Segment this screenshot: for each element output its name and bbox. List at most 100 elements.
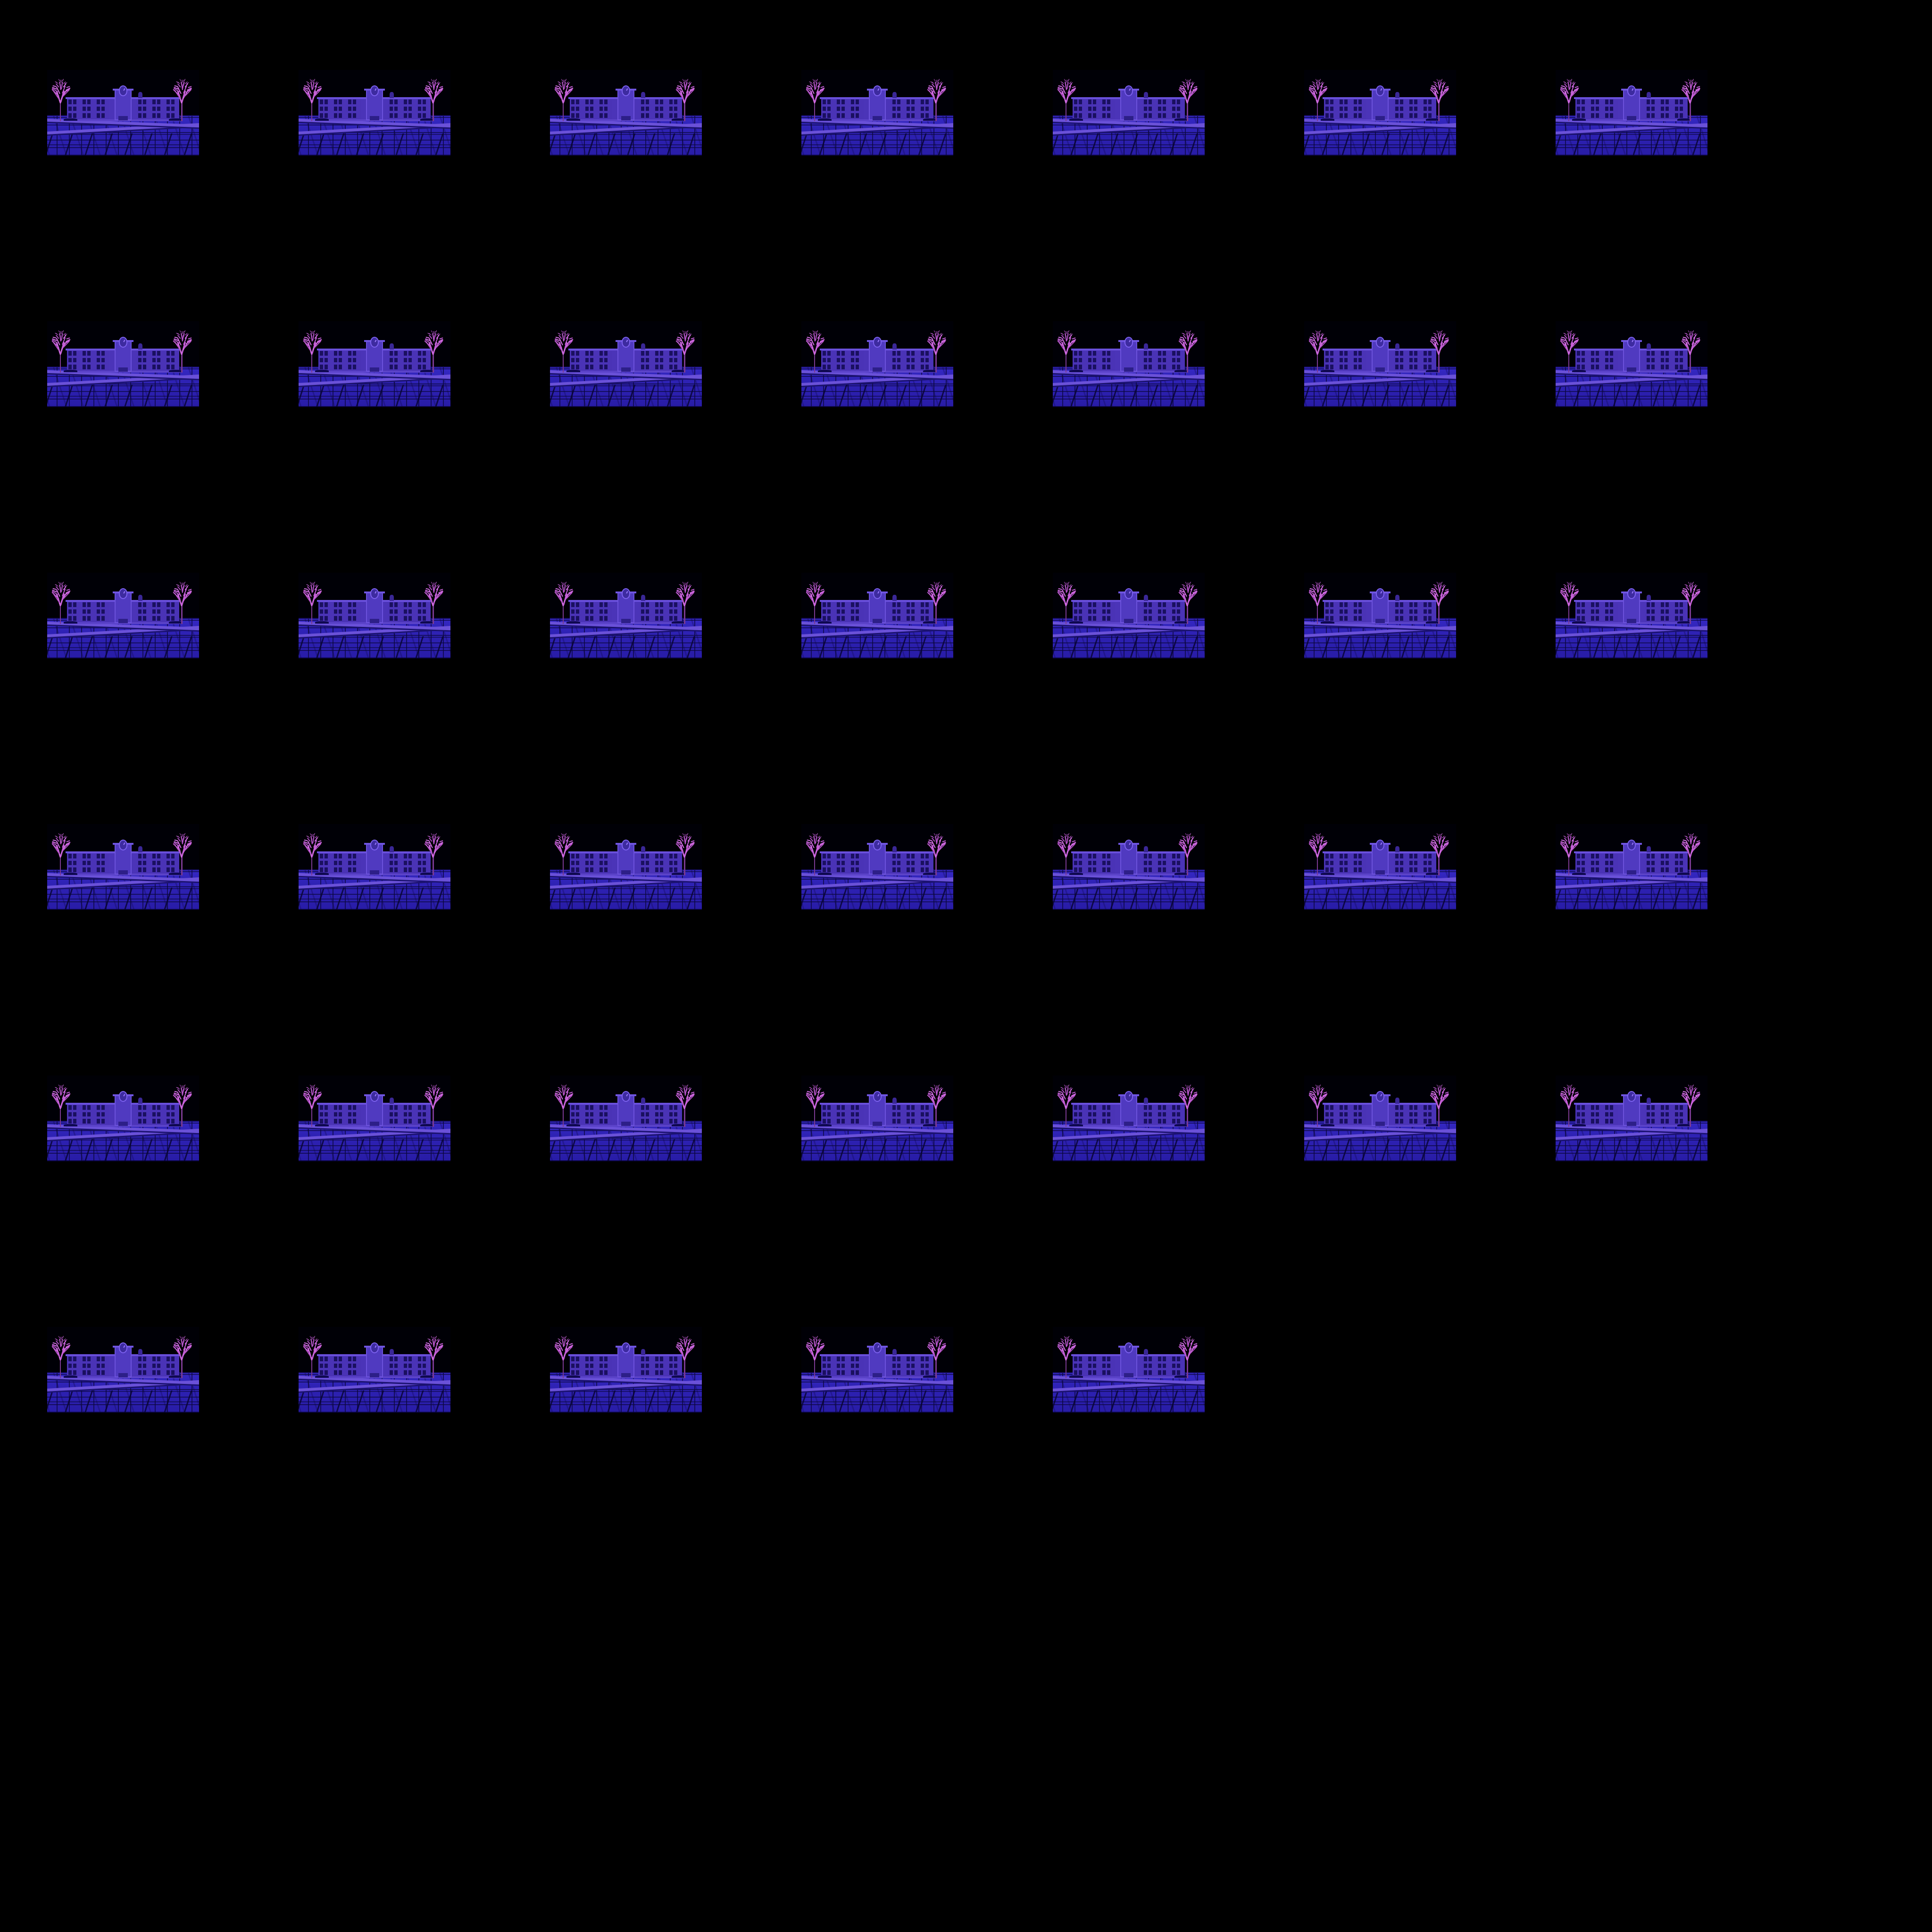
window-row-right-upper xyxy=(1144,100,1183,104)
scene-thumbnail[interactable]: frame-29 xyxy=(47,1075,199,1161)
hedge-row-right xyxy=(671,1124,685,1127)
window-row-right-lower xyxy=(1144,1370,1183,1375)
scene-thumbnail[interactable]: frame-17 xyxy=(550,573,702,658)
hedge-row-right xyxy=(420,1124,434,1127)
tree-trunk xyxy=(311,1357,313,1379)
tree-branch xyxy=(555,85,559,87)
window-row-left-upper xyxy=(1074,854,1114,858)
tree-branch xyxy=(686,1336,688,1339)
scene-thumbnail[interactable]: frame-38 xyxy=(550,1327,702,1413)
scene-thumbnail[interactable]: frame-06 xyxy=(1304,70,1456,156)
window-row-right-middle xyxy=(390,1363,429,1368)
cobblestone-foreground xyxy=(1556,384,1707,407)
clock-face-icon xyxy=(118,588,127,599)
scene-thumbnail[interactable]: frame-08 xyxy=(47,321,199,407)
clock-hand xyxy=(1129,340,1131,343)
scene-thumbnail[interactable]: frame-33 xyxy=(1053,1075,1205,1161)
scene-thumbnail[interactable]: frame-40 xyxy=(1053,1327,1205,1413)
clock-hand xyxy=(375,340,377,343)
window-row-right-lower xyxy=(1144,867,1183,872)
scene-thumbnail[interactable]: frame-21 xyxy=(1556,573,1707,658)
scene-thumbnail[interactable]: frame-37 xyxy=(299,1327,450,1413)
clock-hand xyxy=(626,591,628,594)
scene-thumbnail[interactable]: frame-14 xyxy=(1556,321,1707,407)
scene-thumbnail[interactable]: frame-27 xyxy=(1304,824,1456,910)
clock-face-icon xyxy=(118,337,127,348)
clock-hand xyxy=(123,340,125,343)
tree-branch xyxy=(1068,582,1070,584)
tree-branch xyxy=(1561,839,1565,841)
scene-thumbnail[interactable]: frame-23 xyxy=(299,824,450,910)
bare-tree-left xyxy=(1053,77,1085,122)
scene-thumbnail[interactable]: frame-30 xyxy=(299,1075,450,1161)
window-row-left-upper xyxy=(823,351,862,356)
pixel-art-scene xyxy=(47,70,199,156)
tree-branch xyxy=(431,79,433,82)
window-row-left-middle xyxy=(1325,860,1365,866)
scene-thumbnail[interactable]: frame-20 xyxy=(1304,573,1456,658)
bare-tree-left xyxy=(47,77,79,122)
window-row-left-middle xyxy=(320,1112,359,1117)
scene-thumbnail[interactable]: frame-25 xyxy=(801,824,953,910)
clock-hand xyxy=(1632,591,1634,594)
window-row-right-middle xyxy=(1395,609,1435,614)
building-entrance xyxy=(621,870,631,875)
scene-thumbnail[interactable]: frame-35 xyxy=(1556,1075,1707,1161)
scene-thumbnail[interactable]: frame-39 xyxy=(801,1327,953,1413)
pixel-art-scene xyxy=(47,321,199,407)
tree-branch xyxy=(304,588,308,590)
scene-thumbnail[interactable]: frame-32 xyxy=(801,1075,953,1161)
chimney xyxy=(641,595,645,601)
tree-branch xyxy=(935,1085,937,1088)
pixel-art-scene xyxy=(1053,824,1205,910)
scene-thumbnail[interactable]: frame-16 xyxy=(299,573,450,658)
tree-branch xyxy=(309,1084,311,1087)
window-row-left-middle xyxy=(68,358,108,363)
window-row-left-upper xyxy=(1074,1357,1114,1361)
hedge-row-left xyxy=(315,621,329,624)
scene-thumbnail[interactable]: frame-28 xyxy=(1556,824,1707,910)
window-row-right-lower xyxy=(138,867,178,872)
scene-thumbnail[interactable]: frame-19 xyxy=(1053,573,1205,658)
bare-tree-left xyxy=(299,1334,331,1379)
tree-trunk xyxy=(1065,603,1067,625)
tree-branch xyxy=(685,834,687,837)
window-row-right-upper xyxy=(892,1357,932,1361)
tree-branch xyxy=(1064,330,1066,333)
scene-thumbnail[interactable]: frame-36 xyxy=(47,1327,199,1413)
scene-thumbnail[interactable]: frame-01 xyxy=(47,70,199,156)
hedge-row-left xyxy=(315,1375,329,1378)
scene-thumbnail[interactable]: frame-05 xyxy=(1053,70,1205,156)
hedge-row-left xyxy=(566,621,581,624)
scene-thumbnail[interactable]: frame-02 xyxy=(299,70,450,156)
scene-thumbnail[interactable]: frame-15 xyxy=(47,573,199,658)
scene-thumbnail[interactable]: frame-31 xyxy=(550,1075,702,1161)
clock-face-icon xyxy=(621,1091,630,1102)
tree-branch xyxy=(934,1336,936,1339)
scene-thumbnail[interactable]: frame-04 xyxy=(801,70,953,156)
scene-thumbnail[interactable]: frame-10 xyxy=(550,321,702,407)
building-entrance xyxy=(1627,619,1636,624)
tree-branch xyxy=(52,1342,57,1344)
scene-thumbnail[interactable]: frame-12 xyxy=(1053,321,1205,407)
window-row-left-upper xyxy=(1577,1105,1616,1110)
tree-branch xyxy=(431,1084,433,1087)
window-row-right-middle xyxy=(390,358,429,363)
scene-thumbnail[interactable]: frame-09 xyxy=(299,321,450,407)
scene-thumbnail[interactable]: frame-03 xyxy=(550,70,702,156)
scene-thumbnail[interactable]: frame-11 xyxy=(801,321,953,407)
scene-thumbnail[interactable]: frame-18 xyxy=(801,573,953,658)
window-row-left-lower xyxy=(68,1119,108,1124)
clock-face-icon xyxy=(873,840,882,850)
hedge-row-right xyxy=(1174,369,1188,373)
window-row-left-upper xyxy=(571,100,611,104)
scene-thumbnail[interactable]: frame-34 xyxy=(1304,1075,1456,1161)
scene-thumbnail[interactable]: frame-13 xyxy=(1304,321,1456,407)
scene-thumbnail[interactable]: frame-26 xyxy=(1053,824,1205,910)
tree-branch xyxy=(183,1085,184,1088)
scene-thumbnail[interactable]: frame-24 xyxy=(550,824,702,910)
window-row-left-middle xyxy=(1577,609,1616,614)
scene-thumbnail[interactable]: frame-22 xyxy=(47,824,199,910)
tree-branch xyxy=(1438,834,1440,837)
scene-thumbnail[interactable]: frame-07 xyxy=(1556,70,1707,156)
